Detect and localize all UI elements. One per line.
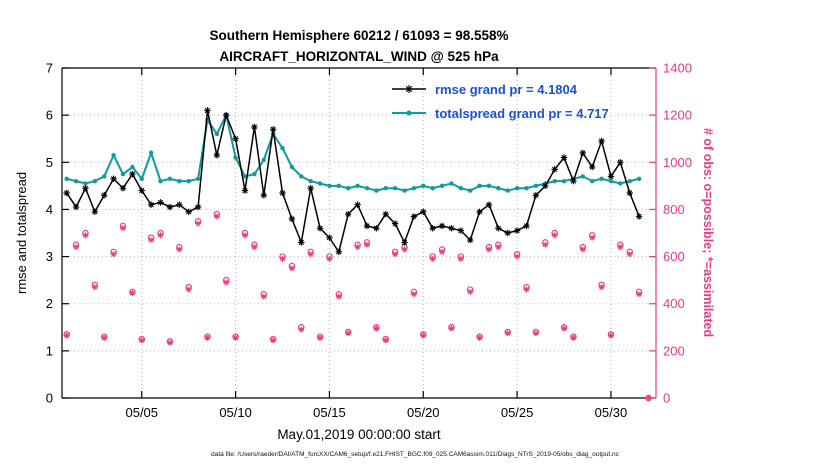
data-file-path: data file: /Users/raeder/DAI/ATM_forcXX/… — [211, 451, 619, 458]
svg-text:600: 600 — [663, 249, 685, 264]
x-axis-label: May.01,2019 00:00:00 start — [277, 427, 441, 442]
svg-text:1: 1 — [46, 343, 53, 358]
rmse-line-swatch — [390, 81, 428, 97]
legend-item-totalspread: totalspread grand pr = 4.717 — [390, 101, 609, 125]
svg-text:1000: 1000 — [663, 155, 692, 170]
svg-text:0: 0 — [663, 391, 670, 406]
svg-text:05/15: 05/15 — [313, 405, 346, 420]
right-axis-label: # of obs: o=possible; *=assimilated — [701, 128, 715, 338]
svg-text:05/30: 05/30 — [595, 405, 628, 420]
chart-title-line1: Southern Hemisphere 60212 / 61093 = 98.5… — [209, 28, 509, 43]
svg-text:400: 400 — [663, 296, 685, 311]
chart-title-line2: AIRCRAFT_HORIZONTAL_WIND @ 525 hPa — [219, 49, 499, 64]
svg-text:05/10: 05/10 — [219, 405, 252, 420]
svg-text:0: 0 — [46, 391, 53, 406]
svg-text:1400: 1400 — [663, 61, 692, 76]
svg-text:4: 4 — [46, 202, 53, 217]
svg-text:200: 200 — [663, 343, 685, 358]
svg-text:3: 3 — [46, 249, 53, 264]
svg-text:2: 2 — [46, 296, 53, 311]
svg-text:7: 7 — [46, 61, 53, 76]
svg-text:05/25: 05/25 — [501, 405, 534, 420]
legend: rmse grand pr = 4.1804 totalspread grand… — [390, 77, 609, 125]
legend-label-totalspread: totalspread grand pr = 4.717 — [435, 105, 609, 121]
totalspread-line-swatch — [390, 105, 428, 121]
svg-text:1200: 1200 — [663, 108, 692, 123]
left-axis-label: rmse and totalspread — [14, 171, 29, 295]
svg-text:6: 6 — [46, 108, 53, 123]
svg-text:05/05: 05/05 — [125, 405, 158, 420]
legend-item-rmse: rmse grand pr = 4.1804 — [390, 77, 609, 101]
svg-text:05/20: 05/20 — [407, 405, 440, 420]
svg-text:800: 800 — [663, 202, 685, 217]
legend-label-rmse: rmse grand pr = 4.1804 — [435, 81, 577, 97]
svg-text:5: 5 — [46, 155, 53, 170]
